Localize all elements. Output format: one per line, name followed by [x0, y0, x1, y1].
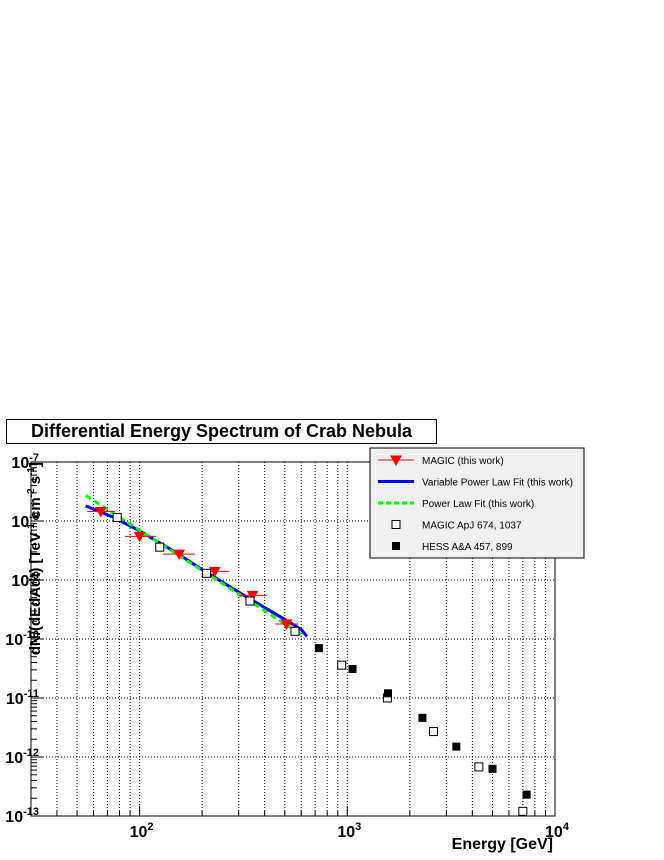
open-square-data-point: [112, 512, 122, 522]
legend-label: Power Law Fit (this work): [422, 499, 534, 510]
legend-filled-square: [392, 542, 400, 550]
x-tick-label: 102: [130, 821, 154, 841]
legend-label: MAGIC ApJ 674, 1037: [422, 521, 522, 532]
filled-square-data-point: [314, 644, 323, 653]
filled-square-data-point: [522, 790, 531, 799]
legend-label: HESS A&A 457, 899: [422, 542, 513, 553]
legend-label: MAGIC (this work): [422, 456, 504, 467]
triangle-down-data-point: [280, 619, 293, 630]
triangle-down-data-point: [94, 506, 107, 518]
filled-square-data-point: [348, 665, 357, 674]
y-axis-label: dN/(dEdAdt) [TeV-1 cm-2 s-1]: [26, 462, 44, 655]
chart-title: Differential Energy Spectrum of Crab Neb…: [6, 419, 437, 444]
legend-triangle-marker: [390, 455, 402, 467]
filled-square-data-point: [452, 742, 461, 751]
triangle-down-data-point: [246, 590, 259, 602]
x-tick-label: 104: [545, 821, 570, 841]
filled-square-data-point: [383, 689, 392, 698]
triangle-down-data-point: [208, 566, 221, 578]
open-square-data-point: [337, 660, 347, 670]
legend-open-square: [391, 520, 401, 529]
y-tick-label: 10-11: [6, 688, 39, 708]
open-square-data-point: [202, 568, 212, 578]
legend: MAGIC (this work) Variable Power Law Fit …: [369, 447, 585, 559]
x-tick-labels: 102 103 104: [130, 821, 570, 841]
y-tick-label: 10-12: [5, 747, 39, 767]
open-square-data-point: [428, 727, 438, 737]
open-square-data-point: [518, 806, 528, 816]
y-tick-label: 10-10: [5, 629, 39, 649]
x-axis-label: Energy [GeV]: [452, 836, 553, 853]
y-tick-label: 10-9: [11, 570, 39, 590]
data-points: [87, 506, 531, 816]
axis-ticks: [30, 461, 546, 817]
open-square-data-point: [474, 762, 484, 772]
open-square-data-point: [290, 626, 300, 636]
x-tick-label: 103: [337, 821, 361, 841]
open-square-data-point: [155, 542, 165, 552]
triangle-down-data-point: [133, 531, 146, 543]
triangle-down-data-point: [173, 549, 185, 561]
y-tick-label: 10-13: [5, 806, 39, 826]
y-tick-label: 10-8: [11, 511, 39, 531]
filled-square-data-point: [488, 764, 497, 773]
open-square-data-point: [245, 596, 255, 606]
grid-lines: [31, 462, 555, 816]
variable-power-law-fit-line: [85, 504, 309, 638]
y-tick-labels: 10-7 10-8 10-9 10-10 10-11 10-12 10-13: [5, 452, 39, 826]
legend-label: Variable Power Law Fit (this work): [422, 478, 573, 489]
y-tick-label: 10-7: [11, 452, 39, 472]
filled-square-data-point: [418, 713, 427, 722]
